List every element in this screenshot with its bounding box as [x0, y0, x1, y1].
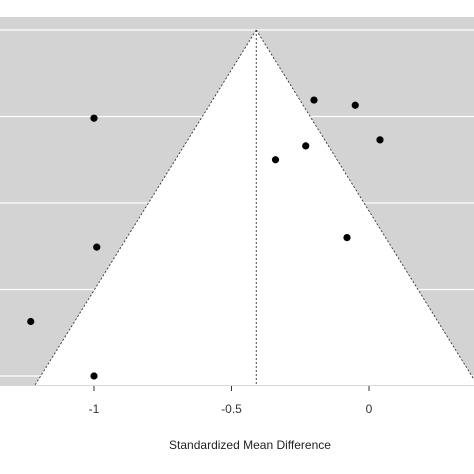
data-point: [376, 136, 384, 144]
data-point: [27, 317, 35, 326]
funnel-left-edge: [34, 29, 257, 386]
data-point: [343, 234, 351, 242]
x-tick-label: -1: [89, 402, 100, 416]
data-point: [302, 142, 310, 150]
x-axis: -1 -0.5 0: [89, 386, 373, 416]
data-point: [93, 243, 101, 251]
x-tick-label: 0: [366, 402, 373, 416]
data-point: [90, 372, 98, 380]
x-tick-label: -0.5: [221, 402, 242, 416]
x-axis-title: Standardized Mean Difference: [169, 438, 331, 452]
funnel-triangle: [34, 30, 474, 386]
funnel-right-edge: [255, 29, 474, 381]
data-point: [271, 156, 280, 164]
funnel-region: [34, 29, 474, 386]
data-point: [310, 96, 318, 104]
data-point: [90, 114, 98, 122]
data-point: [351, 101, 359, 109]
data-points: [27, 96, 384, 380]
